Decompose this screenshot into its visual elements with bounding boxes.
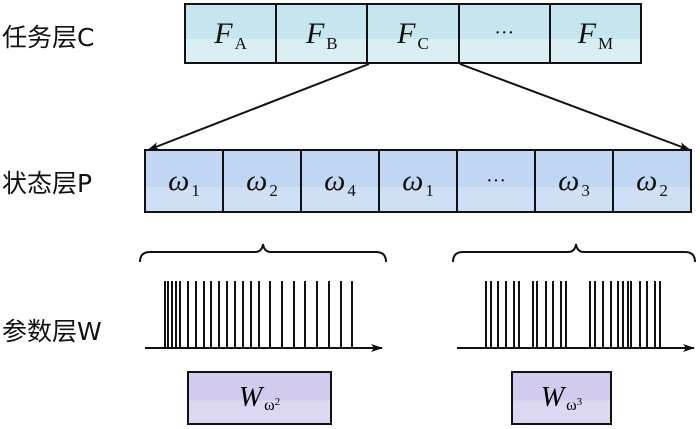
task-layer-label: 任务层C (2, 23, 95, 52)
expand-arrow-right (459, 63, 691, 151)
state-cell-ellipsis: ··· (458, 151, 536, 211)
pulse-train-left (164, 281, 353, 348)
state-layer-label: 状态层P (2, 169, 93, 198)
brace-left (139, 243, 387, 263)
task-cell-ellipsis: ··· (459, 5, 551, 62)
expand-arrow-left (147, 63, 370, 151)
param-layer-label: 参数层W (2, 317, 102, 346)
pulse-train-right (485, 281, 661, 348)
brace-right (452, 243, 696, 263)
